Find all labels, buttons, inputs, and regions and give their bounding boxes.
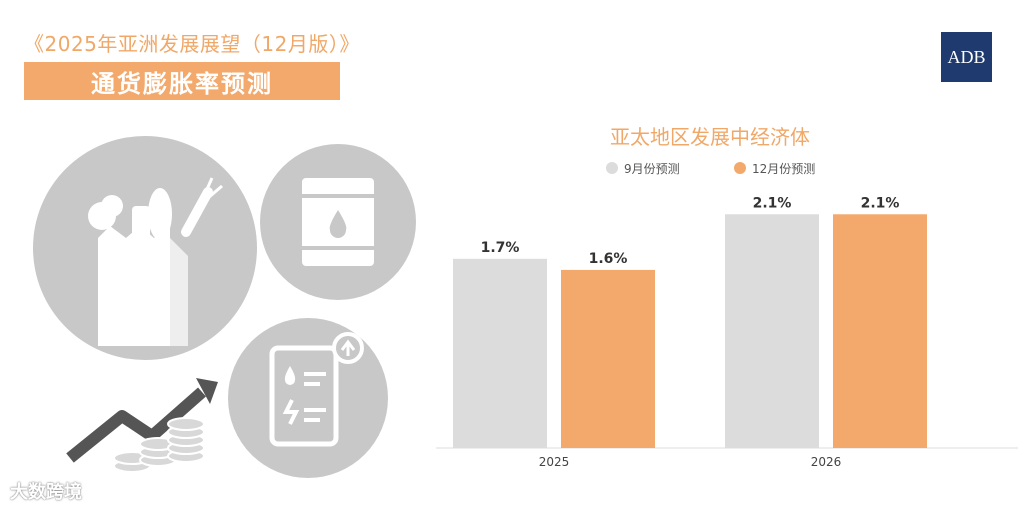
plot-area: 1.7% 1.6% 2025 2.1% 2.1% 2026 bbox=[453, 195, 927, 469]
inflation-bar-chart: 亚太地区发展中经济体 9月份预测 12月份预测 1.7% 1.6% 2025 2.1% 2… bbox=[436, 125, 1018, 469]
inflation-illustration bbox=[33, 136, 416, 478]
chart-legend: 9月份预测 12月份预测 bbox=[606, 162, 815, 176]
legend-label-2: 12月份预测 bbox=[752, 162, 815, 176]
data-label-2026-series-1: 2.1% bbox=[753, 195, 792, 211]
legend-marker-2 bbox=[734, 162, 746, 174]
report-subtitle: 《2025年亚洲发展展望（12月版）》 bbox=[24, 32, 360, 56]
data-label-2025-series-2: 1.6% bbox=[589, 251, 628, 267]
bar-2026-series-2 bbox=[833, 214, 927, 448]
bar-2026-series-1 bbox=[725, 214, 819, 448]
x-tick-label-2025: 2025 bbox=[539, 455, 570, 469]
price-document-up-icon bbox=[228, 318, 388, 478]
title-banner: 通货膨胀率预测 bbox=[24, 62, 340, 100]
oil-barrel-icon bbox=[260, 144, 416, 300]
chart-title: 亚太地区发展中经济体 bbox=[610, 125, 810, 149]
data-label-2025-series-1: 1.7% bbox=[481, 240, 520, 256]
rising-arrow-coins-icon bbox=[66, 378, 218, 473]
x-tick-label-2026: 2026 bbox=[811, 455, 842, 469]
bar-2025-series-1 bbox=[453, 258, 547, 448]
banner-title: 通货膨胀率预测 bbox=[91, 69, 273, 98]
legend-marker-1 bbox=[606, 162, 618, 174]
data-label-2026-series-2: 2.1% bbox=[861, 195, 900, 211]
bar-2025-series-2 bbox=[561, 269, 655, 448]
legend-label-1: 9月份预测 bbox=[624, 162, 680, 176]
watermark: 大数跨境 bbox=[10, 482, 82, 503]
adb-logo: ADB bbox=[941, 32, 992, 82]
grocery-bag-icon bbox=[33, 136, 257, 360]
